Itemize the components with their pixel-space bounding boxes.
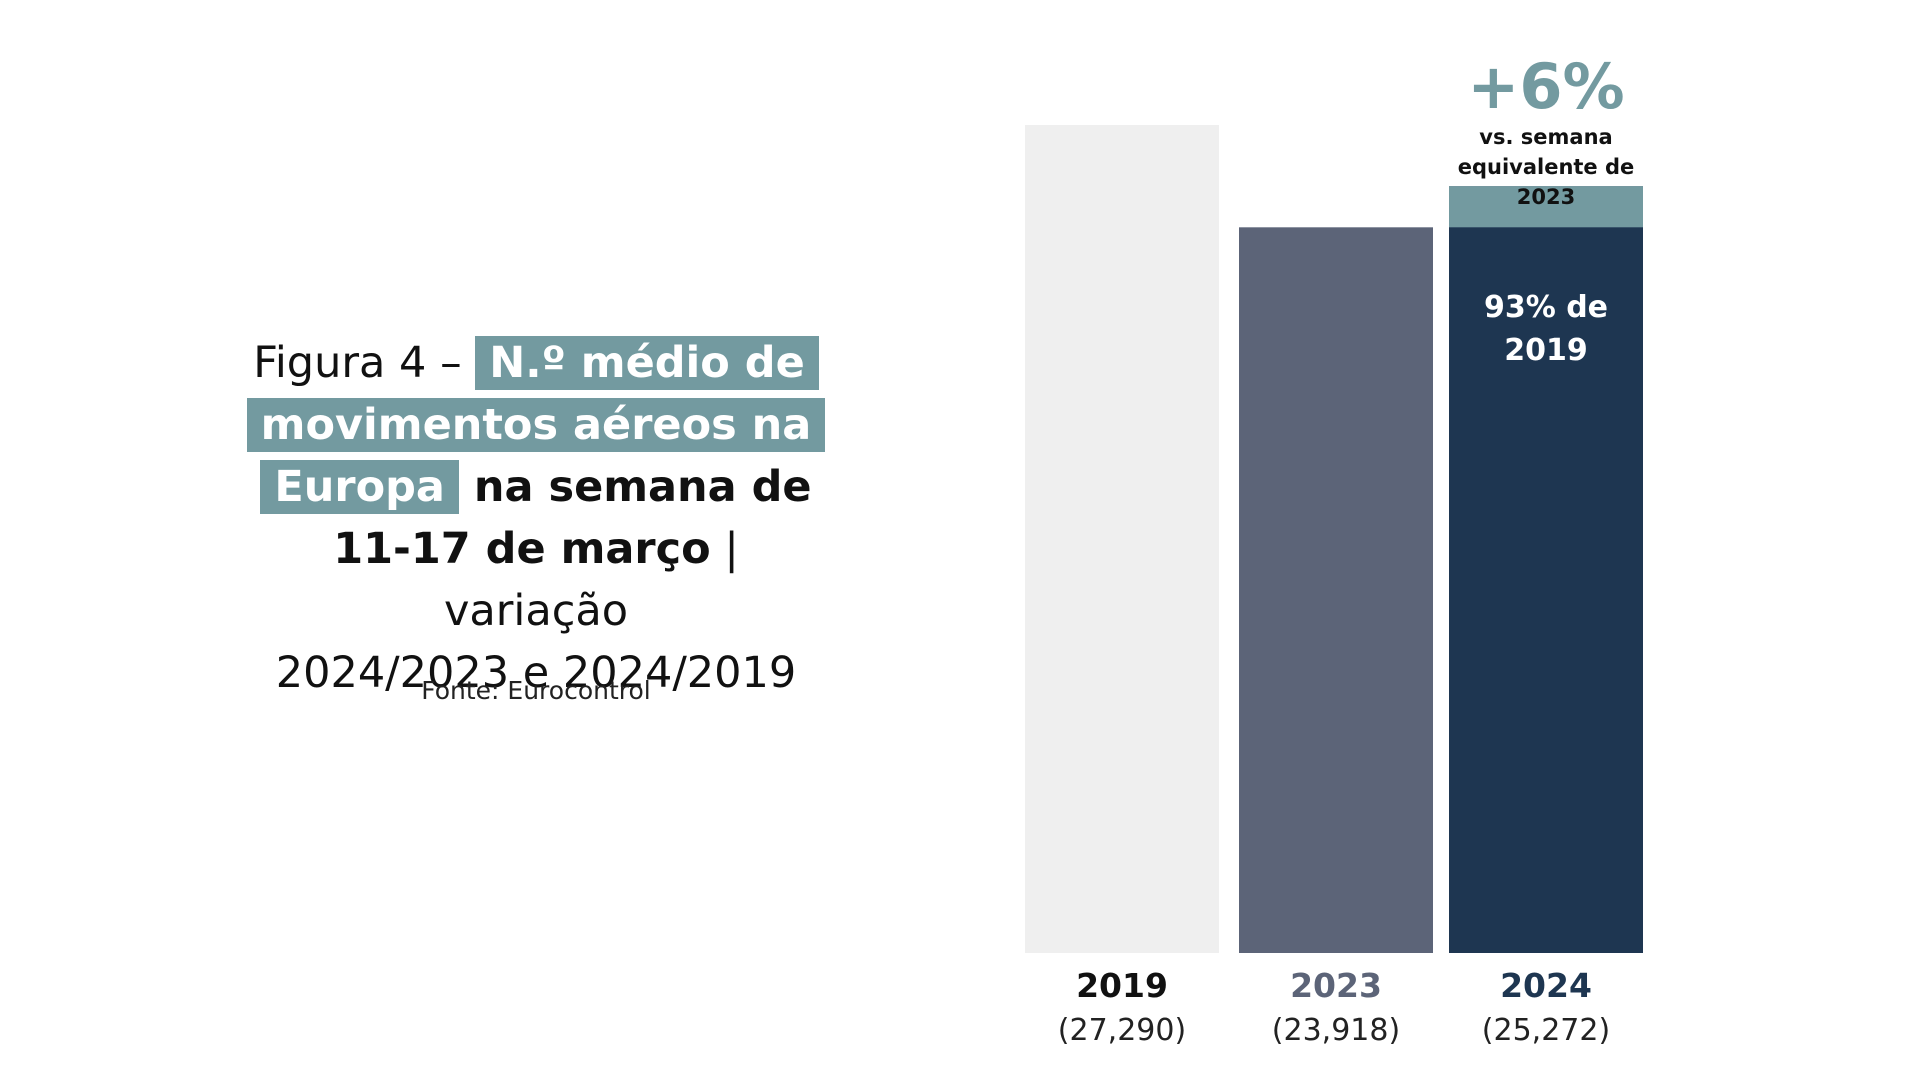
bar-2019 — [1025, 125, 1219, 953]
bar-2024 — [1449, 186, 1643, 953]
change-vs-2023-text-1: equivalente de — [1458, 155, 1635, 179]
increase-segment-2024 — [1449, 186, 1643, 228]
chart-title: Figura 4 – N.º médio de movimentos aéreo… — [236, 332, 836, 704]
value-label-2024: (25,272) — [1482, 1013, 1610, 1048]
category-label-2024: 2024 — [1500, 966, 1592, 1005]
title-rest-2: 2024/2023 e 2024/2019 — [275, 648, 797, 698]
value-label-2019: (27,290) — [1058, 1013, 1186, 1048]
change-vs-2023-text-2: 2023 — [1517, 185, 1575, 209]
change-vs-2023-value: +6% — [1467, 50, 1624, 123]
title-highlight-3: Europa — [260, 460, 459, 514]
title-highlight-1: N.º médio de — [475, 336, 819, 390]
category-label-2019: 2019 — [1076, 966, 1168, 1005]
title-rest-1: | variação — [443, 524, 739, 636]
source-note: Fonte: Eurocontrol — [421, 676, 651, 705]
bar-2023 — [1239, 227, 1433, 953]
value-label-2023: (23,918) — [1272, 1013, 1400, 1048]
share-of-2019-label-1: 2019 — [1504, 333, 1588, 368]
title-highlight-2: movimentos aéreos na — [246, 398, 826, 452]
title-bold-2: 11-17 de março — [333, 524, 711, 574]
share-of-2019-label-0: 93% de — [1484, 290, 1608, 325]
title-prefix: Figura 4 – — [253, 338, 476, 388]
change-vs-2023-text-0: vs. semana — [1479, 125, 1612, 149]
title-bold-1: na semana de — [458, 462, 812, 512]
category-label-2023: 2023 — [1290, 966, 1382, 1005]
